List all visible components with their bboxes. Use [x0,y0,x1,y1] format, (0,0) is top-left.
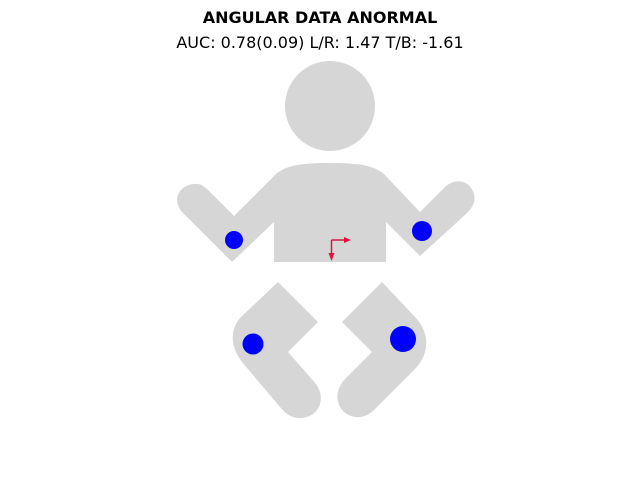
marker-left-arm [412,221,432,241]
right-leg-shape [232,282,321,419]
head-shape [285,61,375,151]
marker-right-arm [225,231,243,249]
page-subtitle: AUC: 0.78(0.09) L/R: 1.47 T/B: -1.61 [176,33,464,52]
page-title: ANGULAR DATA ANORMAL [202,8,438,27]
direction-arrow [328,237,351,261]
marker-left-leg [390,326,416,352]
body-silhouette [177,61,475,419]
arrow-head-right [344,237,351,243]
arrow-head-down [328,253,335,261]
left-leg-shape [337,282,427,418]
marker-right-leg [242,333,264,355]
torso-shape [177,163,475,262]
